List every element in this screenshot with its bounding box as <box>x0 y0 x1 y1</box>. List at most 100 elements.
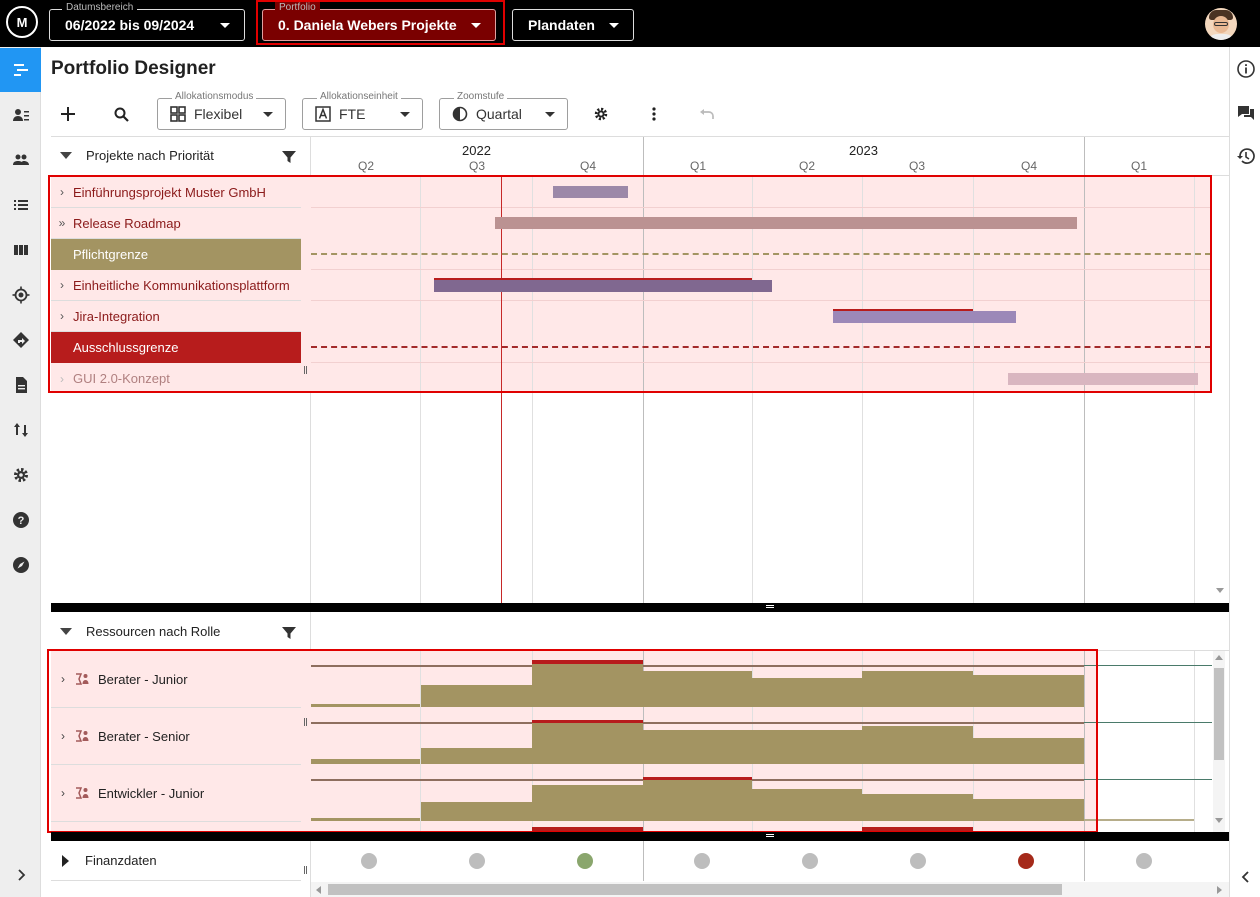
settings-button[interactable] <box>589 102 613 126</box>
finance-row[interactable]: Finanzdaten <box>51 853 157 868</box>
finance-status-dot[interactable] <box>1018 853 1034 869</box>
scroll-up-icon[interactable] <box>1215 655 1223 661</box>
comments-icon[interactable] <box>1236 103 1256 123</box>
finance-status-dot[interactable] <box>361 853 377 869</box>
panel-divider[interactable] <box>51 603 1229 612</box>
nav-compass-icon[interactable] <box>0 543 41 587</box>
more-options-button[interactable] <box>642 102 666 126</box>
undo-button[interactable] <box>695 102 719 126</box>
scrollbar-thumb[interactable] <box>328 884 1062 895</box>
project-row[interactable]: » Release Roadmap <box>51 208 301 239</box>
chevron-right-icon[interactable]: › <box>60 371 64 386</box>
resources-scrollbar[interactable] <box>1213 651 1225 832</box>
allocation-bar[interactable] <box>311 759 420 764</box>
allocation-bar[interactable] <box>421 685 532 707</box>
expand-triangle-icon[interactable] <box>62 854 69 867</box>
allocation-bar[interactable] <box>752 789 862 821</box>
resize-handle-icon[interactable] <box>304 866 307 874</box>
allocation-bar[interactable] <box>643 671 752 707</box>
finance-status-dot[interactable] <box>694 853 710 869</box>
finance-status-dot[interactable] <box>577 853 593 869</box>
chevron-right-icon[interactable]: › <box>60 278 64 292</box>
allocation-bar[interactable] <box>752 730 862 764</box>
project-row[interactable]: › Jira-Integration <box>51 301 301 332</box>
allocation-bar[interactable] <box>973 799 1084 821</box>
finance-status-dot[interactable] <box>1136 853 1152 869</box>
project-row[interactable]: › Einheitliche Kommunikationsplattform <box>51 270 301 301</box>
nav-target-icon[interactable] <box>0 273 41 317</box>
filter-icon[interactable] <box>282 626 296 640</box>
chevron-right-icon[interactable]: › <box>61 786 65 800</box>
search-button[interactable] <box>109 102 133 126</box>
nav-user-list-icon[interactable] <box>0 93 41 137</box>
dataset-select[interactable]: Plandaten <box>512 9 634 41</box>
nav-expand-icon[interactable] <box>0 853 41 897</box>
allocation-bar[interactable] <box>421 802 532 821</box>
horizontal-scrollbar[interactable] <box>311 882 1229 897</box>
allocation-bar[interactable] <box>532 723 643 764</box>
add-button[interactable] <box>56 102 80 126</box>
date-range-select[interactable]: Datumsbereich 06/2022 bis 09/2024 <box>49 2 245 41</box>
finance-status-dot[interactable] <box>910 853 926 869</box>
collapse-triangle-icon[interactable] <box>60 628 72 635</box>
nav-help-icon[interactable]: ? <box>0 498 41 542</box>
project-row[interactable]: › GUI 2.0-Konzept <box>51 363 301 394</box>
nav-settings-icon[interactable] <box>0 453 41 497</box>
allocation-bar[interactable] <box>973 675 1084 707</box>
resize-handle-icon[interactable] <box>304 366 307 374</box>
avatar[interactable] <box>1205 8 1237 40</box>
allocation-mode-select[interactable]: Allokationsmodus Flexibel <box>157 91 286 130</box>
scroll-down-icon[interactable] <box>1216 588 1224 594</box>
finance-status-dot[interactable] <box>469 853 485 869</box>
gantt-bar[interactable] <box>495 217 1077 229</box>
scroll-down-icon[interactable] <box>1215 818 1223 824</box>
allocation-bar[interactable] <box>643 730 752 764</box>
projects-header[interactable]: Projekte nach Priorität <box>51 148 214 163</box>
collapse-right-icon[interactable] <box>1236 867 1256 887</box>
info-icon[interactable] <box>1236 59 1256 79</box>
panel-divider[interactable] <box>51 832 1229 841</box>
double-chevron-icon[interactable]: » <box>58 216 66 230</box>
scrollbar-thumb[interactable] <box>1214 668 1224 760</box>
chevron-right-icon[interactable]: › <box>61 729 65 743</box>
resource-row[interactable]: › Berater - Junior <box>51 651 301 708</box>
allocation-bar[interactable] <box>973 738 1084 764</box>
gantt-bar[interactable] <box>1008 373 1198 385</box>
nav-list-icon[interactable] <box>0 183 41 227</box>
resource-row[interactable]: › Entwickler - Junior <box>51 765 301 822</box>
allocation-bar[interactable] <box>643 780 752 821</box>
allocation-bar[interactable] <box>862 794 973 821</box>
collapse-triangle-icon[interactable] <box>60 152 72 159</box>
chevron-right-icon[interactable]: › <box>60 185 64 199</box>
nav-document-icon[interactable] <box>0 363 41 407</box>
resources-header[interactable]: Ressourcen nach Rolle <box>51 624 220 639</box>
allocation-bar[interactable] <box>532 664 643 707</box>
allocation-bar[interactable] <box>1084 819 1194 821</box>
allocation-bar[interactable] <box>862 671 973 707</box>
finance-status-dot[interactable] <box>802 853 818 869</box>
nav-import-export-icon[interactable] <box>0 408 41 452</box>
nav-team-icon[interactable] <box>0 138 41 182</box>
allocation-bar[interactable] <box>311 818 420 821</box>
history-icon[interactable] <box>1236 146 1256 166</box>
allocation-unit-select[interactable]: Allokationseinheit FTE <box>302 91 423 130</box>
mandatory-threshold-row[interactable]: Pflichtgrenze <box>51 239 301 270</box>
nav-board-icon[interactable] <box>0 228 41 272</box>
resize-handle-icon[interactable] <box>304 718 307 726</box>
allocation-bar[interactable] <box>421 748 532 764</box>
nav-portfolio-designer-icon[interactable] <box>0 48 41 92</box>
projects-scrollbar[interactable] <box>1214 176 1226 604</box>
allocation-bar[interactable] <box>532 785 643 821</box>
gantt-bar[interactable] <box>434 280 772 292</box>
scroll-right-icon[interactable] <box>1217 886 1223 894</box>
allocation-bar[interactable] <box>752 678 862 707</box>
portfolio-select[interactable]: Portfolio 0. Daniela Webers Projekte <box>262 2 496 41</box>
resource-row[interactable]: › Berater - Senior <box>51 708 301 765</box>
exclusion-threshold-row[interactable]: Ausschlussgrenze <box>51 332 301 363</box>
allocation-bar[interactable] <box>862 726 973 764</box>
allocation-bar[interactable] <box>311 704 420 707</box>
gantt-bar[interactable] <box>553 186 628 198</box>
chevron-right-icon[interactable]: › <box>61 672 65 686</box>
app-logo[interactable]: M <box>6 6 38 38</box>
chevron-right-icon[interactable]: › <box>60 309 64 323</box>
